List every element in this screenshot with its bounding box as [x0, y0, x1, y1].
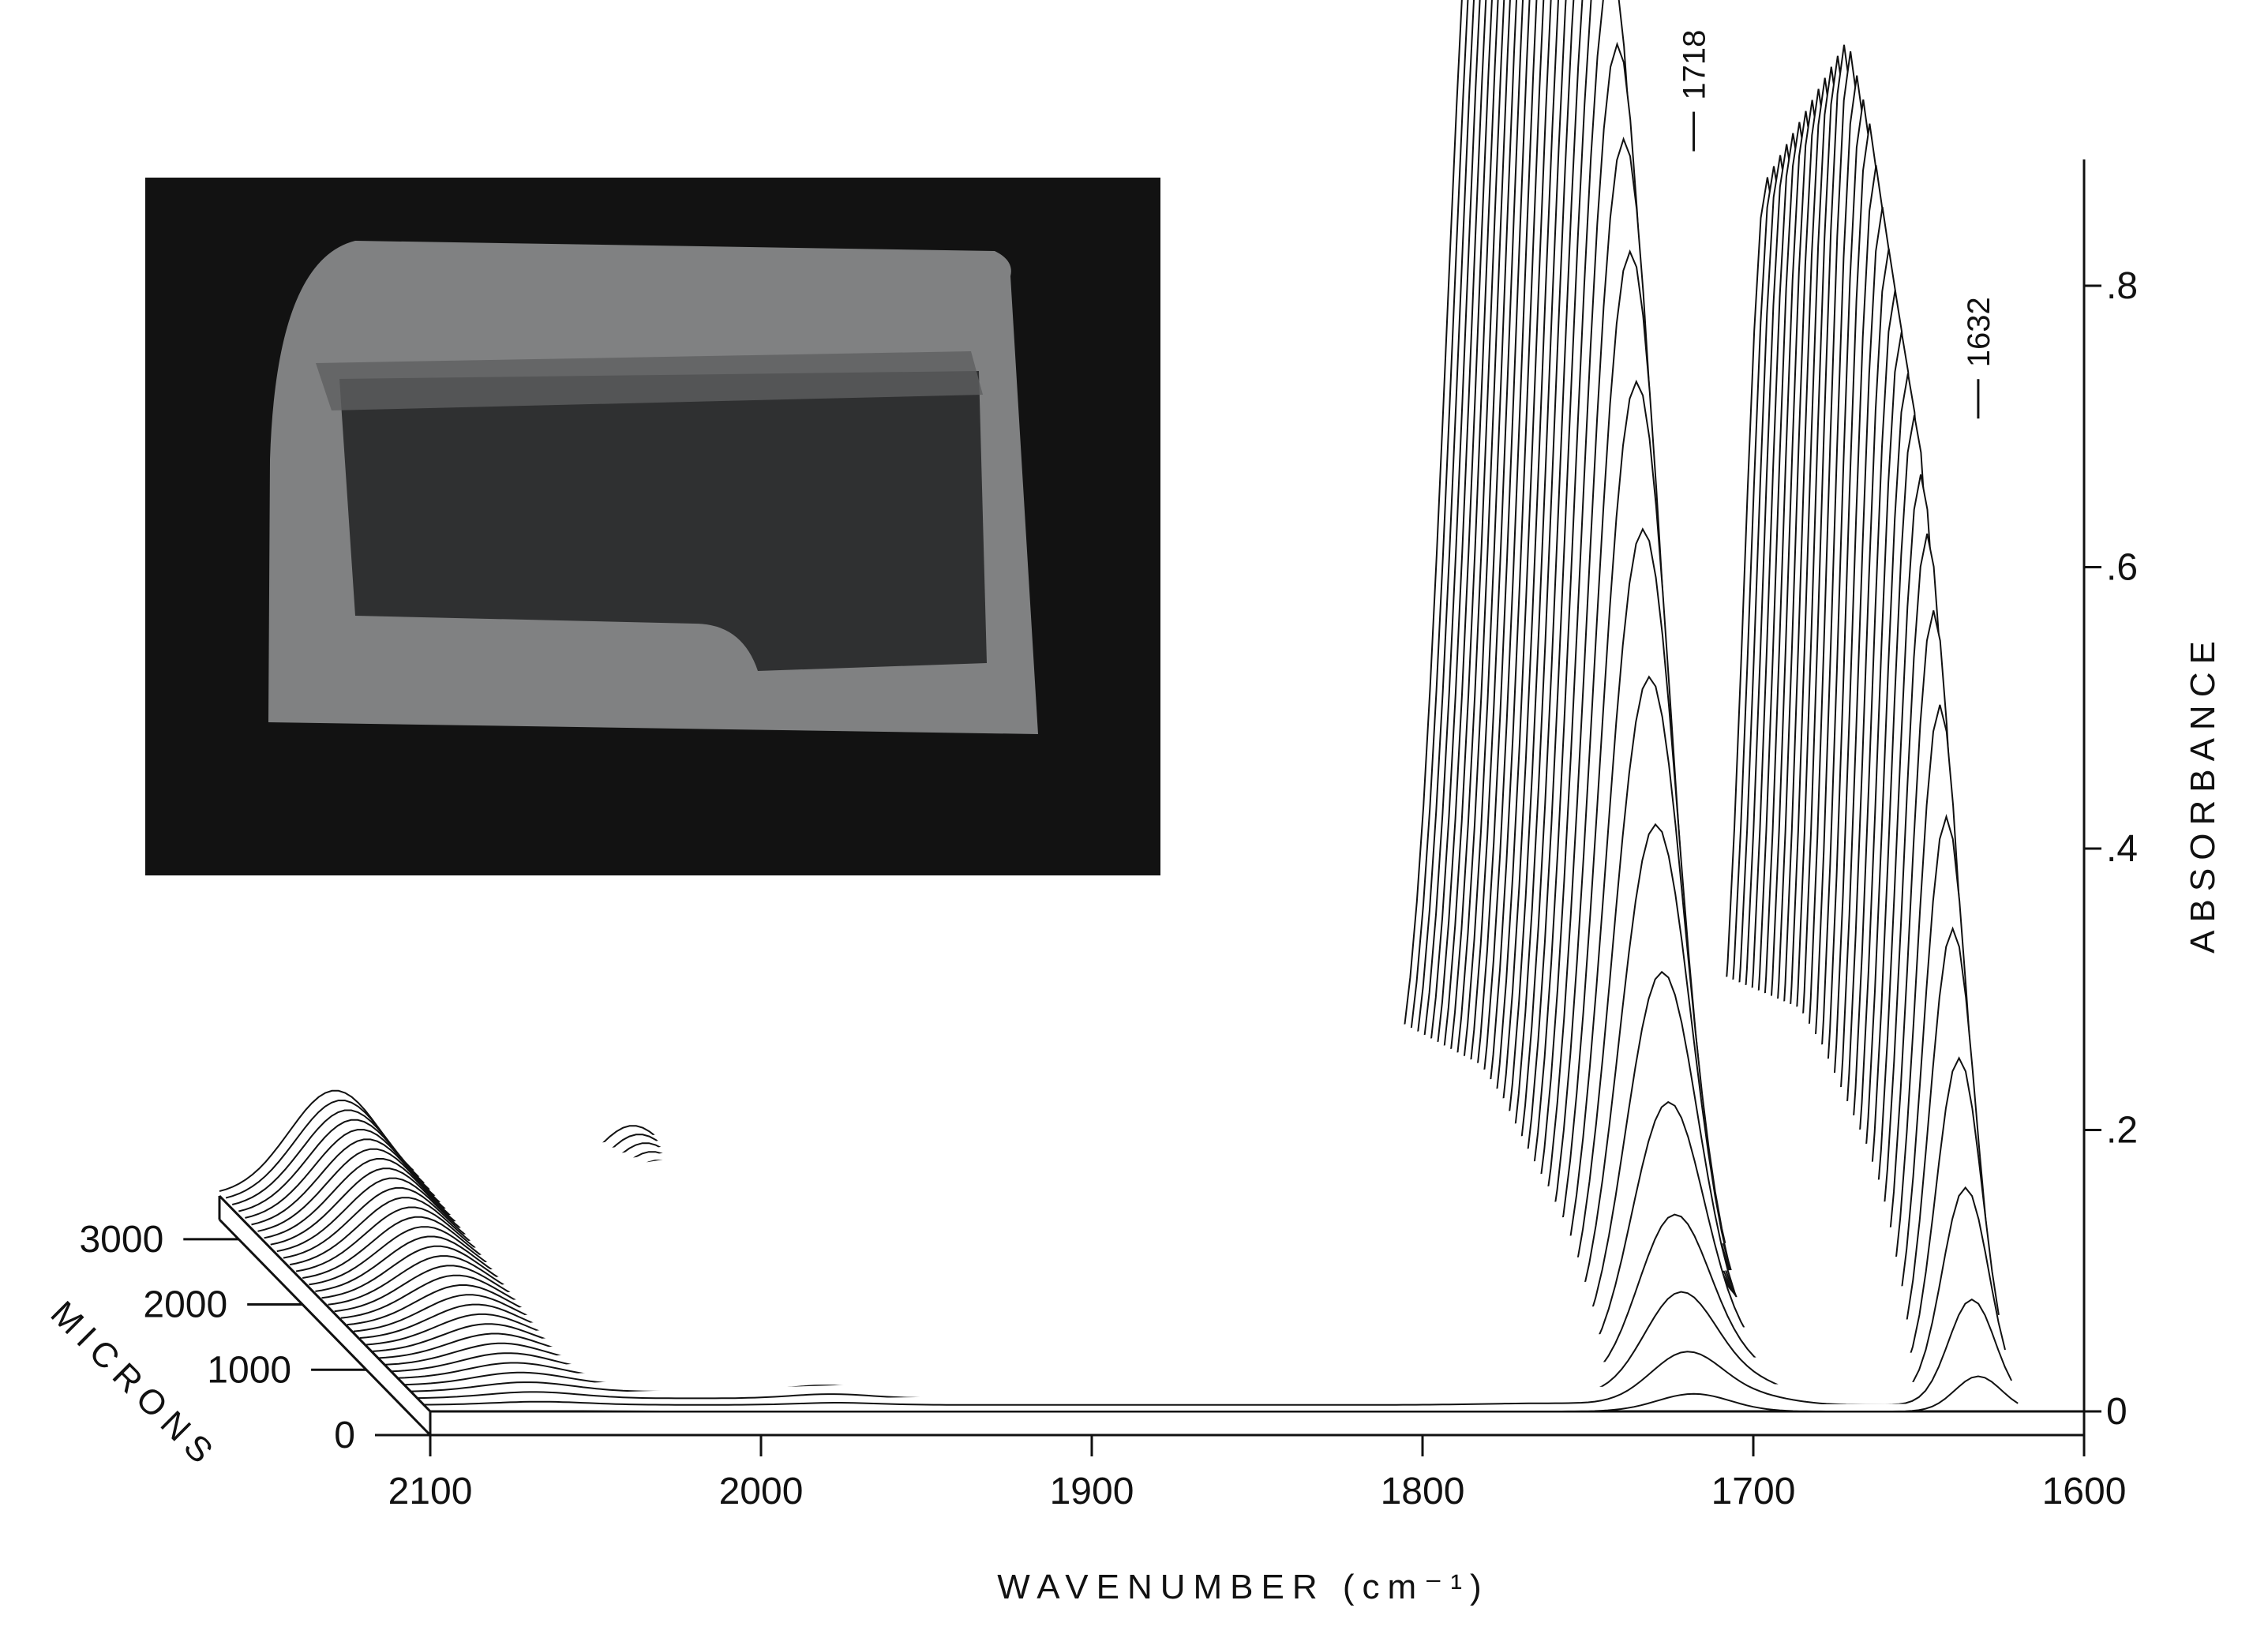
y-tick-label: .2	[2106, 1110, 2138, 1152]
x-tick-label: 1700	[1711, 1471, 1796, 1512]
x-tick-label: 1600	[2042, 1471, 2127, 1512]
spectrum-line-100	[423, 1299, 2013, 1406]
x-tick-label: 1900	[1050, 1471, 1134, 1512]
y-tick-label: 0	[2106, 1391, 2127, 1433]
peak-label: 1718	[1678, 30, 1712, 100]
sample-photo	[145, 178, 1160, 875]
x-tick-label: 2000	[719, 1471, 804, 1512]
peak-label: 1632	[1962, 297, 1996, 367]
depth-tick-label: 2000	[143, 1284, 227, 1326]
y-axis-title: ABSORBANCE	[2184, 633, 2222, 954]
depth-axis-line-back	[218, 1194, 432, 1413]
y-tick-label: .8	[2106, 265, 2138, 307]
spectrum-line-0	[430, 1375, 2019, 1412]
axis-ticks	[183, 111, 2101, 1456]
y-tick-label: .4	[2106, 828, 2138, 870]
x-tick-label: 1800	[1381, 1471, 1465, 1512]
depth-tick-label: 3000	[79, 1219, 163, 1261]
x-axis-title: WAVENUMBER (cm⁻¹)	[997, 1568, 1489, 1606]
x-tick-label: 2100	[388, 1471, 473, 1512]
y-tick-label: .6	[2106, 547, 2138, 589]
axis-labels: 2100 2000 1900 1800 1700 1600 0 .2 .4 .6 .8 0 1000 20…	[43, 30, 2222, 1606]
depth-axis-line	[218, 1218, 432, 1437]
spectra-series	[219, 0, 2019, 1412]
depth-tick-label: 1000	[207, 1349, 291, 1391]
depth-tick-label: 0	[334, 1415, 355, 1456]
